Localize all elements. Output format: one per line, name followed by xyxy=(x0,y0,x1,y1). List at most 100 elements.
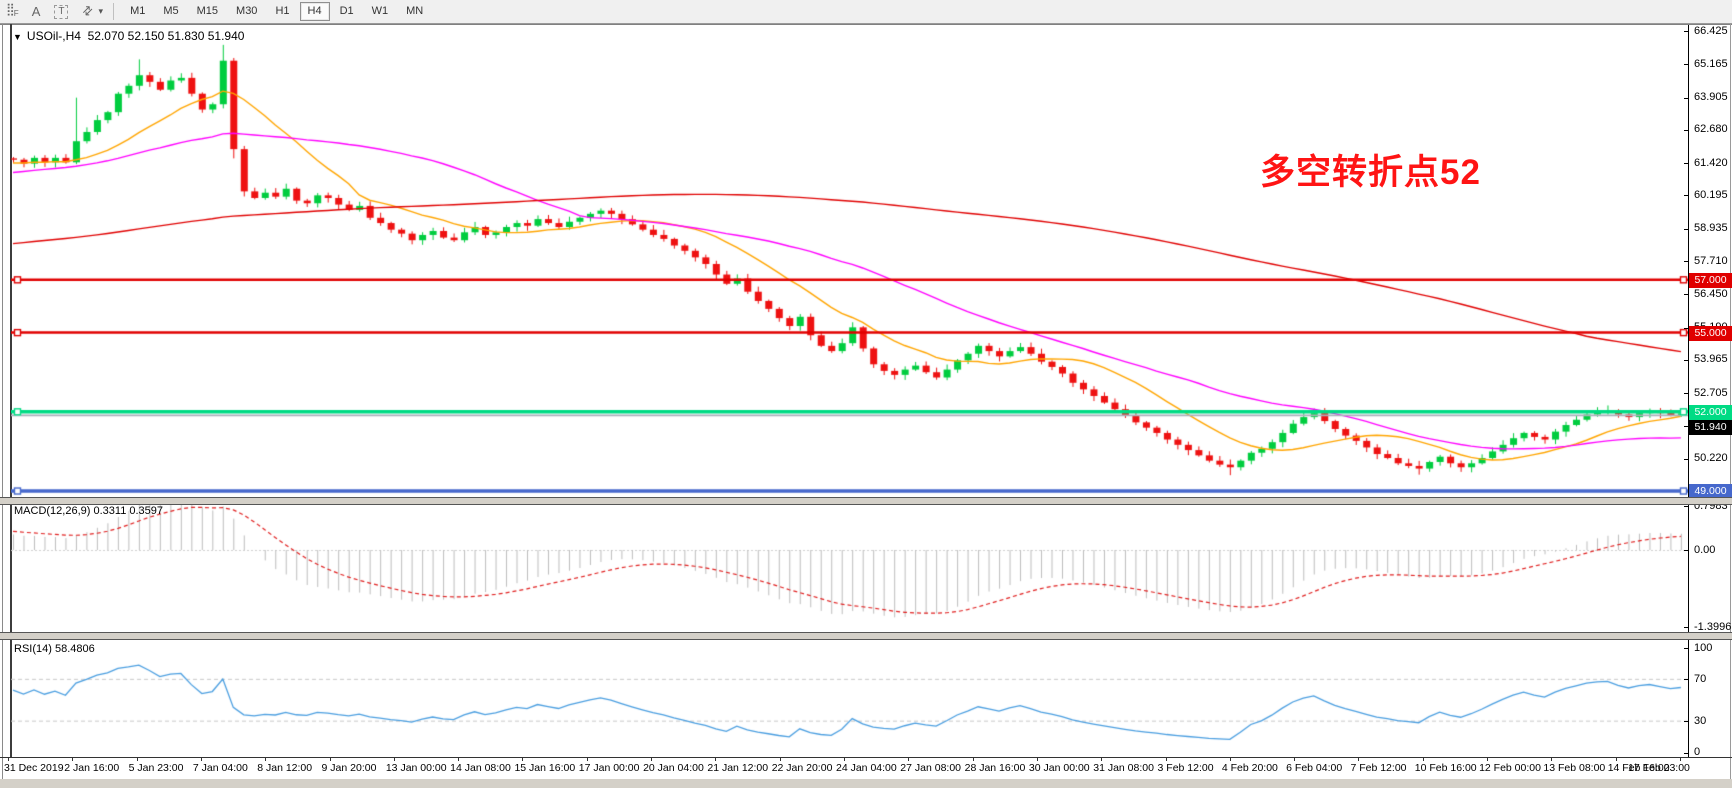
time-axis-tick xyxy=(1680,757,1681,761)
timeframe-button-M30[interactable]: M30 xyxy=(228,2,265,21)
time-axis-label: 2 Jan 16:00 xyxy=(64,762,120,774)
price-axis-label: 63.905 xyxy=(1694,91,1728,104)
time-axis-tick xyxy=(780,757,781,761)
bid-price-badge: 51.940 xyxy=(1689,420,1732,435)
time-axis-label: 28 Jan 16:00 xyxy=(964,762,1026,774)
time-axis-label: 5 Jan 23:00 xyxy=(128,762,184,774)
time-axis-tick xyxy=(137,757,138,761)
time-axis-label: 7 Jan 04:00 xyxy=(192,762,248,774)
price-axis-label: 61.420 xyxy=(1694,156,1728,169)
dotted-grid-icon[interactable]: ⣿F xyxy=(6,2,19,18)
time-axis-tick xyxy=(522,757,523,761)
time-axis-tick xyxy=(1551,757,1552,761)
price-axis-tick xyxy=(1684,294,1688,296)
time-axis-tick xyxy=(1166,757,1167,761)
macd-axis-label: -1.3996 xyxy=(1694,620,1732,633)
rsi-axis-tick xyxy=(1684,752,1688,754)
macd-label: MACD(12,26,9) xyxy=(14,505,91,517)
panel-splitter-macd-rsi[interactable] xyxy=(0,632,1732,640)
timeframe-button-M1[interactable]: M1 xyxy=(122,2,153,21)
time-axis-tick xyxy=(1294,757,1295,761)
price-axis-tick xyxy=(1684,163,1688,165)
timeframe-group: M1 M5 M15 M30 H1 H4 D1 W1 MN xyxy=(122,2,431,21)
chart-dropdown-icon[interactable]: ▼ xyxy=(13,32,22,42)
arrows-tool-icon[interactable]: ⇅ xyxy=(79,2,97,20)
time-axis-label: 12 Feb 00:00 xyxy=(1479,762,1541,774)
time-axis-label: 6 Feb 04:00 xyxy=(1286,762,1343,774)
price-axis-label: 50.220 xyxy=(1694,452,1728,465)
rsi-axis-label: 70 xyxy=(1694,672,1707,685)
dropdown-caret-icon[interactable]: ▾ xyxy=(98,6,104,16)
time-axis-label: 20 Jan 04:00 xyxy=(643,762,704,774)
main-chart-canvas[interactable] xyxy=(11,25,1688,497)
timeframe-button-W1[interactable]: W1 xyxy=(364,2,397,21)
time-axis-tick xyxy=(651,757,652,761)
rsi-axis-tick xyxy=(1684,721,1688,723)
macd-axis-label: 0.00 xyxy=(1694,543,1716,556)
time-axis-tick xyxy=(1037,757,1038,761)
price-axis-tick xyxy=(1684,393,1688,395)
font-tool-icon[interactable]: A xyxy=(31,4,41,19)
rsi-axis-tick xyxy=(1684,679,1688,681)
rsi-value: 58.4806 xyxy=(54,643,95,655)
time-axis-label: 14 Feb 16:00 xyxy=(1607,762,1670,774)
time-axis-tick xyxy=(265,757,266,761)
time-axis-label: 21 Jan 12:00 xyxy=(707,762,769,774)
time-axis-tick xyxy=(1487,757,1488,761)
panel-splitter-main-macd[interactable] xyxy=(0,497,1732,505)
time-axis-label: 13 Feb 08:00 xyxy=(1543,762,1606,774)
rsi-panel-canvas[interactable] xyxy=(11,638,1688,757)
price-axis-label: 65.165 xyxy=(1694,57,1728,70)
time-axis-label: 13 Jan 00:00 xyxy=(385,762,447,774)
price-level-badge: 52.000 xyxy=(1689,405,1732,420)
chart-title: ▼ USOil-,H4 52.070 52.150 51.830 51.940 xyxy=(13,29,244,43)
price-axis-tick xyxy=(1684,261,1688,263)
timeline-separator xyxy=(0,757,1732,758)
time-axis-label: 31 Dec 2019 xyxy=(4,762,64,774)
time-axis-tick xyxy=(201,757,202,761)
price-axis-tick xyxy=(1684,31,1688,32)
macd-axis-tick xyxy=(1684,506,1688,508)
timeframe-button-M5[interactable]: M5 xyxy=(155,2,186,21)
price-axis-tick xyxy=(1684,327,1688,329)
chart-top-border xyxy=(0,24,1732,25)
macd-indicator-label: MACD(12,26,9) 0.3311 0.3597 xyxy=(14,505,163,517)
time-axis-label: 15 Jan 16:00 xyxy=(514,762,576,774)
time-axis-tick xyxy=(458,757,459,761)
timeframe-button-D1[interactable]: D1 xyxy=(332,2,362,21)
window-left-border xyxy=(2,23,3,780)
grid-icon-sub-label: F xyxy=(13,9,19,18)
price-axis-tick xyxy=(1684,458,1688,460)
macd-panel-canvas[interactable] xyxy=(11,503,1688,632)
time-axis-tick xyxy=(587,757,588,761)
price-axis-tick xyxy=(1684,228,1688,230)
price-axis-line xyxy=(1688,25,1689,757)
price-axis-tick xyxy=(1684,359,1688,361)
time-axis-tick xyxy=(1101,757,1102,761)
price-axis-tick xyxy=(1684,195,1688,197)
price-axis-label: 52.705 xyxy=(1694,386,1728,399)
time-axis-label: 8 Jan 12:00 xyxy=(257,762,313,774)
time-axis-label: 9 Jan 20:00 xyxy=(321,762,377,774)
text-label-icon[interactable]: T xyxy=(54,4,69,19)
rsi-indicator-label: RSI(14) 58.4806 xyxy=(14,643,95,655)
timeframe-button-M15[interactable]: M15 xyxy=(189,2,226,21)
time-axis-tick xyxy=(1616,757,1617,761)
timeframe-button-H4[interactable]: H4 xyxy=(299,2,330,21)
toolbar-icons: ⣿F A T ⇅ ▾ xyxy=(0,0,103,25)
price-axis-label: 56.450 xyxy=(1694,287,1728,300)
chart-annotation-text[interactable]: 多空转折点52 xyxy=(1260,153,1481,192)
rsi-axis-tick xyxy=(1684,648,1688,649)
price-level-badge: 49.000 xyxy=(1689,484,1732,499)
time-axis-label: 10 Feb 16:00 xyxy=(1414,762,1477,774)
rsi-axis-label: 100 xyxy=(1694,641,1713,654)
price-axis-label: 53.965 xyxy=(1694,353,1728,366)
timeframe-button-MN[interactable]: MN xyxy=(398,2,431,21)
time-axis-label: 27 Jan 08:00 xyxy=(900,762,962,774)
price-level-badge: 57.000 xyxy=(1689,273,1732,288)
time-axis-tick xyxy=(973,757,974,761)
price-axis-tick xyxy=(1684,129,1688,131)
time-axis-tick xyxy=(1423,757,1424,761)
timeframe-button-H1[interactable]: H1 xyxy=(267,2,297,21)
price-axis-label: 58.935 xyxy=(1694,222,1728,235)
